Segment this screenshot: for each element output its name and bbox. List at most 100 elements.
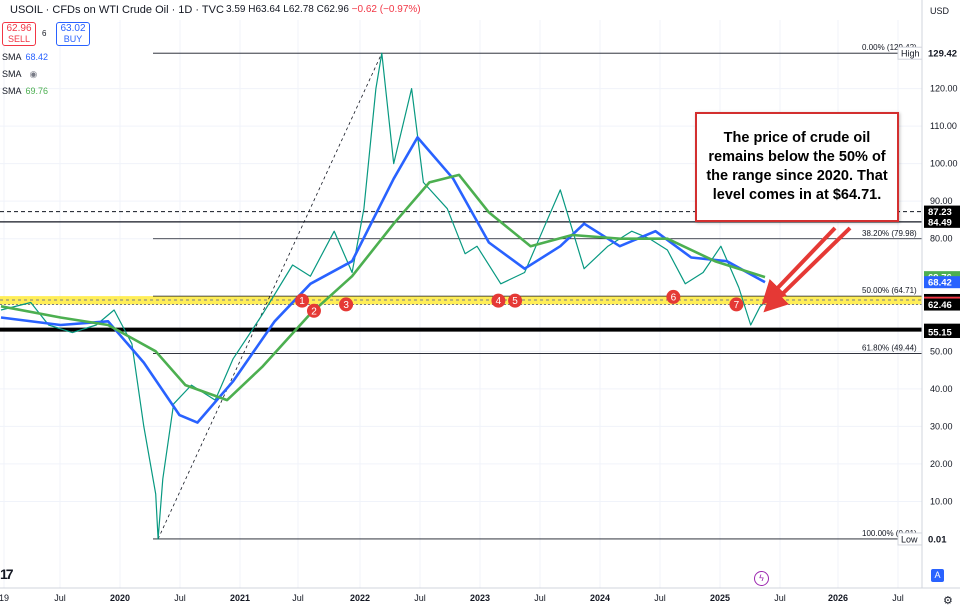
arrow-2 — [763, 226, 852, 313]
gear-icon[interactable]: ⚙ — [943, 595, 953, 607]
fib-label: 0.00% (129.42) — [862, 43, 917, 52]
trendline — [157, 53, 383, 540]
support-zone — [0, 296, 922, 305]
price-tick: 110.00 — [930, 121, 957, 131]
indicator-sma-3[interactable]: SMA 69.76 — [2, 86, 48, 96]
badge-tag-bg — [897, 46, 923, 60]
price-tick: 50.00 — [930, 346, 953, 356]
price-tick: 80.00 — [930, 234, 953, 244]
marker-label: 2 — [311, 306, 317, 317]
trend-line — [157, 53, 383, 540]
indicator-sma-2[interactable]: SMA ◉ — [2, 69, 37, 80]
price-tick: 90.00 — [930, 196, 953, 206]
marker-label: 5 — [512, 296, 518, 307]
price-tick: 120.00 — [930, 84, 958, 94]
marker-label: 7 — [734, 300, 740, 311]
arrow-1 — [761, 226, 837, 305]
time-tick: Jul — [174, 593, 186, 603]
marker-label: 6 — [671, 292, 677, 303]
auto-scale-icon[interactable]: A — [931, 569, 944, 582]
price-badge: 62.46 — [924, 298, 960, 311]
price-badge: 87.23 — [924, 205, 960, 218]
price-change: −0.62 (−0.97%) — [351, 4, 421, 15]
price-badge: 0.01 Low — [897, 532, 960, 546]
tradingview-logo-icon[interactable]: 17 — [0, 566, 14, 582]
badge-bg — [924, 325, 960, 338]
badge-value: 68.42 — [928, 278, 952, 289]
marker-circle — [666, 289, 681, 304]
indicator-label: SMA — [2, 52, 22, 62]
indicator-label: SMA — [2, 86, 22, 96]
time-tick: Jul — [292, 593, 304, 603]
time-tick: 2026 — [828, 593, 848, 603]
series-line-sma-blue — [0, 136, 766, 424]
sell-price: 62.96 — [6, 23, 32, 34]
buy-button[interactable]: 63.02 BUY — [56, 22, 90, 46]
marker-7: 7 — [729, 297, 744, 312]
marker-5: 5 — [508, 293, 523, 308]
badge-bg — [924, 276, 960, 289]
indicator-label: SMA — [2, 69, 22, 79]
badge-bg — [924, 47, 960, 60]
badge-bg — [924, 532, 960, 545]
time-tick: 2021 — [230, 593, 250, 603]
badge-value: 55.15 — [928, 327, 952, 338]
marker-1: 1 — [295, 293, 310, 308]
badge-bg — [924, 215, 960, 228]
fib-label: 61.80% (49.44) — [862, 343, 917, 352]
flash-icon[interactable]: ϟ — [754, 571, 769, 586]
badge-value: 62.46 — [928, 300, 952, 311]
ohlc-readout: 3.59 H63.64 L62.78 C62.96 −0.62 (−0.97%) — [226, 4, 421, 15]
symbol-title[interactable]: USOIL · CFDs on WTI Crude Oil · 1D · TVC — [10, 4, 224, 16]
support-zone-band — [0, 296, 922, 305]
marker-circle — [295, 293, 310, 308]
series-group — [0, 52, 766, 540]
marker-4: 4 — [491, 293, 506, 308]
series-line-price — [0, 52, 766, 540]
price-tick: 10.00 — [930, 496, 953, 506]
touch-markers: 12 3 4 5 6 7 — [295, 289, 744, 318]
badge-value: 87.23 — [928, 207, 952, 218]
marker-circle — [729, 297, 744, 312]
price-badge: 129.42 High — [897, 46, 960, 60]
time-tick: Jul — [654, 593, 666, 603]
marker-label: 4 — [496, 296, 502, 307]
badge-tag: High — [901, 49, 920, 59]
badge-tag-bg — [897, 532, 923, 546]
annotation-box: The price of crude oil remains below the… — [695, 112, 899, 222]
price-badge: 84.49 — [924, 215, 960, 228]
fib-label: 38.20% (79.98) — [862, 229, 917, 238]
marker-circle — [508, 293, 523, 308]
marker-circle — [491, 293, 506, 308]
annotation-text: The price of crude oil remains below the… — [706, 130, 888, 203]
time-tick: 2023 — [470, 593, 490, 603]
badge-tag: Low — [901, 534, 918, 544]
price-tick: 100.00 — [930, 159, 958, 169]
marker-2: 2 — [306, 303, 321, 318]
ohlc-values: 3.59 H63.64 L62.78 C62.96 — [226, 4, 349, 15]
time-tick: Jul — [534, 593, 546, 603]
price-axis: 10.00 20.00 30.00 40.00 50.00 80.00 90.00 100.0… — [897, 0, 960, 588]
series-line-sma-green — [0, 173, 766, 402]
price-tick: 20.00 — [930, 459, 953, 469]
price-tick: 30.00 — [930, 421, 953, 431]
buy-price: 63.02 — [60, 23, 86, 34]
time-tick: 2022 — [350, 593, 370, 603]
fib-label: 50.00% (64.71) — [862, 286, 917, 295]
fib-label: 100.00% (0.01) — [862, 529, 917, 538]
eye-icon[interactable]: ◉ — [29, 69, 38, 79]
indicator-sma-1[interactable]: SMA 68.42 — [2, 52, 48, 62]
price-tick: 40.00 — [930, 384, 953, 394]
marker-label: 1 — [299, 296, 305, 307]
time-tick: Jul — [892, 593, 904, 603]
currency-label[interactable]: USD — [930, 6, 950, 16]
spread-value: 6 — [42, 29, 47, 38]
sell-button[interactable]: 62.96 SELL — [2, 22, 36, 46]
price-badge: 68.42 — [924, 276, 960, 289]
time-tick: Jul — [774, 593, 786, 603]
marker-circle — [306, 303, 321, 318]
badge-value: 129.42 — [928, 49, 957, 60]
time-tick: 2024 — [590, 593, 610, 603]
badge-bg — [924, 298, 960, 311]
